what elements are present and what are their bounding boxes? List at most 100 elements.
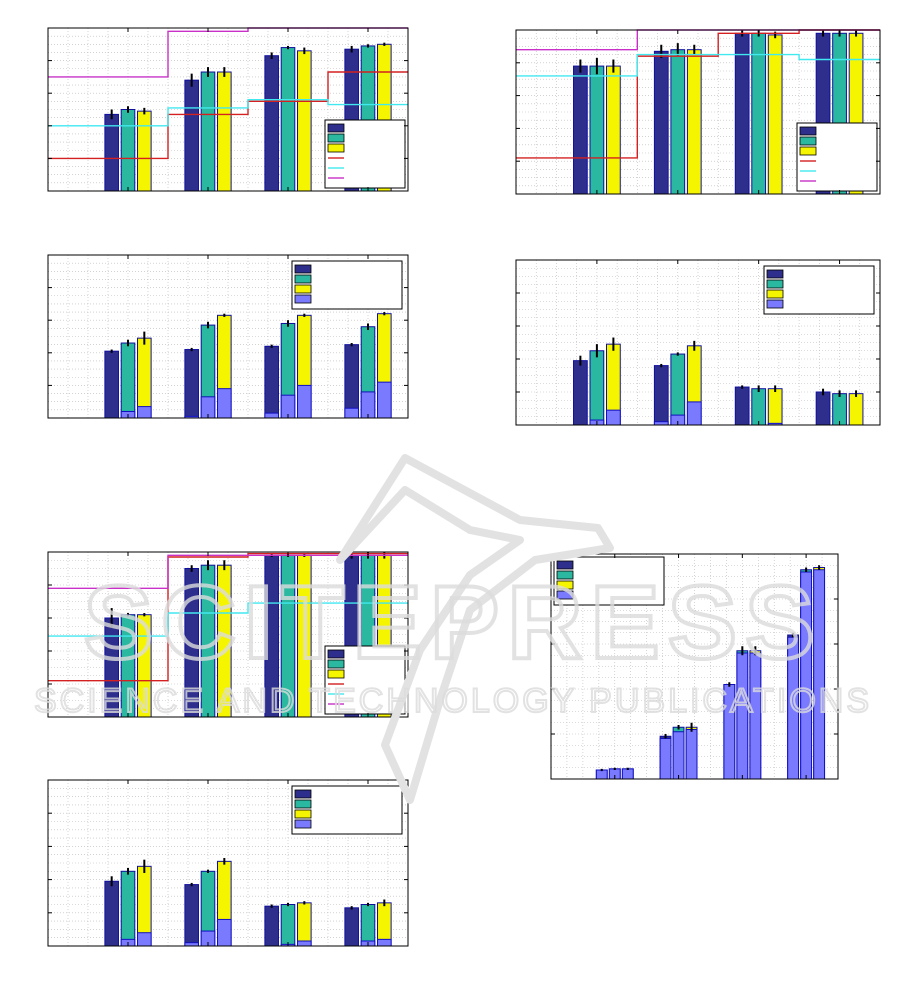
bar-base-series2-group4	[800, 571, 813, 780]
legend-swatch-2	[294, 799, 312, 809]
legend-swatch-2	[294, 274, 312, 284]
bar-series2-group1	[120, 870, 136, 947]
bar-series2-group3	[280, 554, 296, 718]
bar-series1-group4	[344, 344, 359, 419]
bar-series1-group1	[573, 360, 588, 426]
bar-series3-group2	[217, 564, 232, 718]
bar-series1-group3	[264, 905, 279, 947]
legend	[324, 645, 406, 715]
legend-swatch-3	[799, 146, 817, 156]
legend-swatch-2	[327, 133, 345, 143]
bar-series3-group2	[686, 49, 702, 195]
bar-base-series3-group2	[217, 388, 232, 419]
chart-panel-2	[515, 29, 881, 195]
bar-series2-group3	[751, 32, 767, 195]
axes-frame	[515, 259, 881, 426]
bar-series1-group3	[264, 554, 279, 718]
step-line-2	[516, 53, 880, 77]
legend-swatch-4	[294, 294, 312, 304]
axes-frame	[515, 29, 881, 195]
legend-swatch-2	[766, 279, 784, 289]
legend-swatch-1	[294, 264, 312, 274]
bar-base-series3-group3	[297, 384, 312, 419]
chart-panel-6	[47, 779, 409, 947]
bar-series1-group1	[104, 880, 119, 947]
axis-ticks	[48, 780, 408, 946]
bar-base-series3-group1	[137, 406, 152, 419]
step-line-2	[48, 602, 408, 637]
bar-base-series3-group2	[217, 918, 232, 947]
legend-swatch-3	[327, 669, 345, 679]
legend	[763, 265, 875, 315]
bar-series1-group4	[815, 391, 831, 426]
bar-base-series1-group1	[595, 769, 608, 780]
bar-series3-group3	[767, 388, 783, 426]
bar-series3-group2	[217, 71, 232, 192]
legend	[324, 119, 406, 189]
bar-series2-group1	[120, 342, 136, 419]
bar-series2-group2	[670, 49, 686, 195]
bar-series3-group1	[137, 110, 152, 192]
bar-series1-group2	[653, 365, 669, 426]
bar-series1-group2	[184, 349, 199, 419]
bar-series1-group3	[734, 32, 750, 195]
legend	[291, 785, 403, 835]
legend-swatch-1	[766, 269, 784, 279]
bar-series2-group4	[360, 904, 376, 947]
legend-swatch-4	[294, 819, 312, 829]
bar-base-series3-group1	[606, 409, 621, 426]
bar-series3-group1	[606, 65, 621, 195]
bar-base-series2-group3	[736, 652, 749, 780]
axes-frame	[47, 779, 409, 947]
legend-swatch-4	[766, 299, 784, 309]
legend-swatch-3	[766, 289, 784, 299]
bar-series1-group2	[184, 79, 199, 192]
bar-series3-group1	[137, 614, 152, 718]
bar-series2-group2	[200, 71, 216, 192]
legend	[553, 556, 665, 606]
bar-base-series3-group2	[685, 729, 698, 780]
chart-panel-4	[515, 259, 881, 426]
axis-ticks	[48, 28, 408, 191]
axis-ticks	[516, 30, 880, 194]
bar-series3-group1	[137, 337, 152, 419]
chart-panel-5	[47, 551, 409, 718]
legend-swatch-1	[294, 789, 312, 799]
axes-frame	[47, 27, 409, 192]
bar-series1-group1	[104, 350, 119, 419]
legend	[291, 260, 403, 310]
legend-swatch-1	[556, 560, 574, 570]
bar-series1-group3	[734, 386, 750, 426]
legend-swatch-1	[327, 649, 345, 659]
bar-base-series2-group2	[672, 731, 685, 780]
bar-base-series3-group4	[813, 569, 826, 780]
bar-series1-group2	[653, 50, 669, 195]
legend-swatch-4	[556, 590, 574, 600]
bar-series1-group1	[573, 65, 588, 195]
bar-base-series1-group3	[723, 684, 736, 780]
bar-base-series1-group4	[344, 407, 359, 419]
bar-series2-group1	[589, 65, 605, 195]
bar-base-series1-group4	[787, 636, 800, 780]
step-line-2	[48, 98, 408, 127]
bar-series2-group1	[589, 350, 605, 426]
bar-base-series3-group4	[377, 938, 392, 947]
bar-series2-group3	[280, 47, 296, 192]
bar-series3-group3	[297, 902, 312, 947]
legend-swatch-3	[294, 809, 312, 819]
axis-ticks	[516, 260, 880, 425]
bar-series1-group2	[184, 568, 199, 718]
bar-series3-group4	[848, 393, 864, 426]
chart-panel-7	[550, 553, 839, 780]
bar-series1-group1	[104, 617, 119, 718]
bar-series1-group2	[184, 884, 199, 947]
legend	[796, 122, 878, 192]
legend-swatch-2	[799, 136, 817, 146]
legend-swatch-2	[556, 570, 574, 580]
axis-ticks	[48, 255, 408, 418]
bar-series1-group3	[264, 55, 279, 192]
legend-swatch-3	[294, 284, 312, 294]
bar-base-series1-group2	[659, 738, 672, 780]
bar-base-series3-group1	[137, 932, 152, 947]
